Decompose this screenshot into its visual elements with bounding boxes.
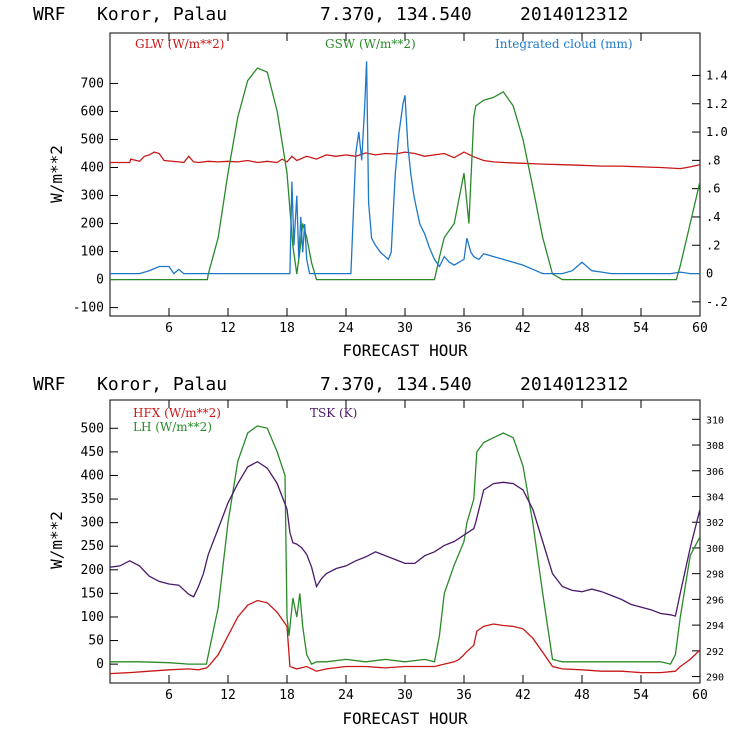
x-tick-label: 48 [574, 688, 590, 703]
plot-frame [109, 399, 701, 684]
y-tick-label: 300 [81, 189, 104, 204]
y2-tick-label: 1.0 [706, 125, 728, 139]
x-tick-label: 30 [397, 321, 413, 336]
y2-tick-label: .2 [706, 238, 720, 252]
x-tick-label: 18 [279, 321, 295, 336]
x-tick-label: 54 [633, 321, 649, 336]
y2-tick-label: 0 [706, 267, 713, 281]
y2-tick-label: .4 [706, 210, 720, 224]
y2-tick-label: 302 [706, 518, 724, 529]
x-tick-label: 36 [456, 321, 472, 336]
y-tick-label: 400 [81, 468, 104, 483]
x-tick-label: 42 [515, 321, 531, 336]
x-tick-label: 6 [165, 321, 173, 336]
x-tick-label: 18 [279, 688, 295, 703]
y-tick-label: 500 [81, 132, 104, 147]
y-tick-label: 350 [81, 492, 104, 507]
series-line-tsk [110, 460, 700, 617]
flux-skin-temp-panel: WRF Koror, Palau 7.370, 134.540 2014012312 6… [33, 374, 724, 728]
y-tick-label: 250 [81, 539, 104, 554]
legend-entry: TSK (K) [310, 406, 357, 420]
y-tick-label: 50 [88, 634, 104, 649]
x-tick-label: 30 [397, 688, 413, 703]
series-line-lh [110, 425, 700, 665]
y-tick-label: -100 [73, 301, 104, 316]
legend-entry: Integrated cloud (mm) [495, 37, 633, 51]
title-location: Koror, Palau [97, 4, 227, 25]
y-tick-label: 500 [81, 421, 104, 436]
y2-tick-label: 300 [706, 544, 724, 555]
y-tick-label: 150 [81, 586, 104, 601]
y-tick-label: 100 [81, 245, 104, 260]
radiation-cloud-panel: WRF Koror, Palau 7.370, 134.540 2014012312 6… [33, 4, 728, 360]
y2-tick-label: -.2 [706, 295, 728, 309]
legend-entry: GLW (W/m**2) [135, 37, 224, 51]
y-tick-label: 600 [81, 104, 104, 119]
y-tick-label: 200 [81, 217, 104, 232]
y-tick-label: 100 [81, 610, 104, 625]
y-tick-label: 300 [81, 516, 104, 531]
y2-tick-label: 310 [706, 415, 724, 426]
series-line-glw [110, 151, 700, 170]
legend-entry: LH (W/m**2) [133, 420, 212, 434]
y-tick-label: 0 [96, 657, 104, 672]
x-tick-label: 24 [338, 688, 354, 703]
series-line-hfx [110, 599, 700, 675]
legend-entry: HFX (W/m**2) [133, 406, 221, 420]
x-tick-label: 12 [220, 688, 236, 703]
x-tick-label: 48 [574, 321, 590, 336]
title-coords: 7.370, 134.540 [320, 4, 472, 25]
y-tick-label: 0 [96, 273, 104, 288]
y-tick-label: 200 [81, 563, 104, 578]
y-axis-label: W/m**2 [47, 145, 66, 203]
legend-entry: GSW (W/m**2) [325, 37, 416, 51]
y2-tick-label: 1.4 [706, 68, 728, 82]
x-tick-label: 12 [220, 321, 236, 336]
y2-tick-label: 296 [706, 595, 724, 606]
y2-tick-label: 304 [706, 492, 724, 503]
x-tick-label: 54 [633, 688, 649, 703]
x-tick-label: 42 [515, 688, 531, 703]
x-axis-label: FORECAST HOUR [342, 341, 468, 360]
y-tick-label: 700 [81, 76, 104, 91]
y2-tick-label: .8 [706, 153, 720, 167]
title-coords: 7.370, 134.540 [320, 374, 472, 395]
series-line-integrated [110, 61, 700, 275]
y2-tick-label: 294 [706, 621, 724, 632]
title-model: WRF [33, 374, 66, 395]
title-model: WRF [33, 4, 66, 25]
y-axis-label: W/m**2 [47, 511, 66, 569]
title-init: 2014012312 [520, 374, 628, 395]
y2-tick-label: 308 [706, 441, 724, 452]
y-tick-label: 400 [81, 160, 104, 175]
y2-tick-label: 292 [706, 647, 724, 658]
y-tick-label: 450 [81, 445, 104, 460]
x-tick-label: 24 [338, 321, 354, 336]
y2-tick-label: 1.2 [706, 97, 728, 111]
x-tick-label: 6 [165, 688, 173, 703]
x-tick-label: 60 [692, 321, 708, 336]
x-axis-label: FORECAST HOUR [342, 709, 468, 728]
y2-tick-label: 306 [706, 467, 724, 478]
y2-tick-label: 298 [706, 570, 724, 581]
y2-tick-label: .6 [706, 182, 720, 196]
x-tick-label: 36 [456, 688, 472, 703]
title-init: 2014012312 [520, 4, 628, 25]
title-location: Koror, Palau [97, 374, 227, 395]
series-line-gsw [110, 67, 700, 281]
x-tick-label: 60 [692, 688, 708, 703]
y2-tick-label: 290 [706, 673, 724, 684]
